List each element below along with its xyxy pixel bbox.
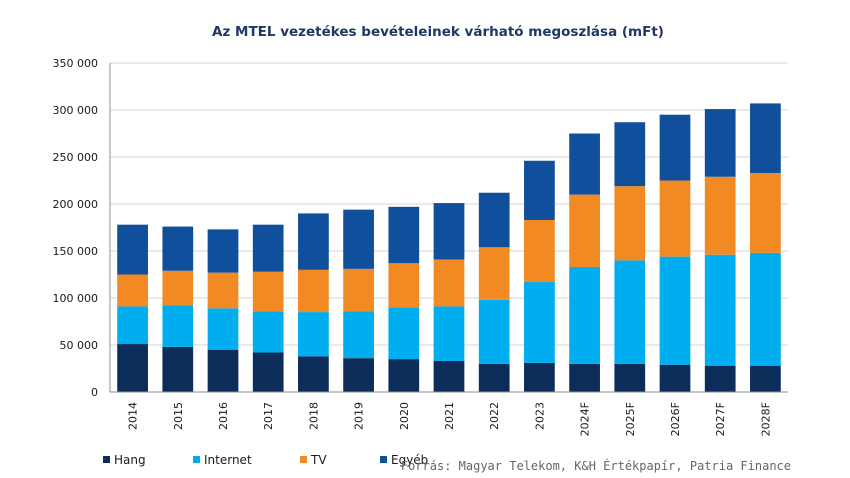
bar-segment-egyéb bbox=[117, 224, 148, 275]
bar-segment-hang bbox=[704, 365, 736, 392]
bar-segment-egyéb bbox=[162, 226, 194, 271]
bar-segment-egyéb bbox=[478, 192, 510, 248]
bar-segment-tv bbox=[388, 263, 420, 308]
bar-segment-egyéb bbox=[659, 114, 691, 181]
bar-segment-internet bbox=[388, 307, 420, 360]
bar-segment-internet bbox=[433, 306, 465, 361]
y-tick-label: 0 bbox=[91, 386, 98, 399]
bar-segment-egyéb bbox=[433, 203, 465, 260]
bar-segment-hang bbox=[659, 364, 691, 392]
bar-segment-hang bbox=[388, 359, 420, 392]
x-tick-label: 2028F bbox=[759, 402, 772, 436]
bar-segment-hang bbox=[614, 363, 646, 392]
x-tick-label: 2015 bbox=[172, 402, 185, 430]
bar-segment-tv bbox=[433, 259, 465, 307]
legend-swatch bbox=[300, 456, 307, 463]
bar-segment-egyéb bbox=[252, 224, 284, 272]
bar-segment-tv bbox=[117, 274, 148, 307]
source-note: Forrás: Magyar Telekom, K&H Értékpapír, … bbox=[401, 458, 791, 473]
x-tick-label: 2025F bbox=[624, 402, 637, 436]
bar-segment-internet bbox=[569, 266, 600, 364]
bar-segment-internet bbox=[524, 282, 555, 363]
bar-segment-egyéb bbox=[614, 122, 646, 187]
bar-segment-internet bbox=[343, 311, 374, 359]
legend-label: TV bbox=[310, 453, 327, 467]
bar-segment-hang bbox=[750, 365, 781, 392]
bar-segment-tv bbox=[659, 180, 691, 257]
chart-title: Az MTEL vezetékes bevételeinek várható m… bbox=[212, 24, 664, 40]
bar-segment-egyéb bbox=[388, 206, 420, 264]
bar-segment-internet bbox=[252, 311, 284, 353]
x-tick-label: 2019 bbox=[353, 402, 366, 430]
bar-segment-tv bbox=[750, 172, 781, 253]
bar-segment-tv bbox=[704, 176, 736, 255]
bar-segment-hang bbox=[207, 349, 239, 392]
bar-segment-internet bbox=[478, 299, 510, 364]
bar-segment-egyéb bbox=[569, 133, 600, 195]
legend-swatch bbox=[103, 456, 110, 463]
bar-segment-hang bbox=[298, 356, 329, 392]
legend-label: Internet bbox=[204, 453, 252, 467]
y-tick-label: 350 000 bbox=[53, 57, 99, 70]
y-axis: 0 50 000 100 000 150 000 200 000 250 000 300 0… bbox=[53, 57, 111, 399]
legend-swatch bbox=[193, 456, 200, 463]
bar-segment-hang bbox=[478, 363, 510, 392]
x-tick-label: 2017 bbox=[262, 402, 275, 430]
legend-label: Egyéb bbox=[391, 453, 428, 467]
y-tick-label: 50 000 bbox=[60, 339, 99, 352]
x-axis: 2014 2015 2016 2017 2018 2019 2020 2021 2022 2023… bbox=[110, 391, 788, 436]
bar-segment-hang bbox=[343, 358, 374, 392]
x-tick-label: 2024F bbox=[579, 402, 592, 436]
bars bbox=[117, 103, 781, 392]
bar-segment-internet bbox=[750, 252, 781, 366]
x-tick-label: 2022 bbox=[488, 402, 501, 430]
bar-segment-internet bbox=[298, 312, 329, 357]
bar-segment-internet bbox=[117, 306, 148, 345]
y-tick-label: 200 000 bbox=[53, 198, 99, 211]
bar-segment-tv bbox=[478, 247, 510, 300]
bar-segment-egyéb bbox=[207, 229, 239, 273]
bar-segment-tv bbox=[162, 270, 194, 306]
bar-segment-hang bbox=[569, 363, 600, 392]
bar-segment-hang bbox=[162, 346, 194, 392]
y-tick-label: 150 000 bbox=[53, 245, 99, 258]
bar-segment-internet bbox=[659, 256, 691, 365]
x-tick-label: 2014 bbox=[127, 402, 140, 430]
x-tick-label: 2027F bbox=[714, 402, 727, 436]
bar-segment-egyéb bbox=[524, 160, 555, 220]
x-tick-label: 2021 bbox=[443, 402, 456, 430]
x-tick-label: 2016 bbox=[217, 402, 230, 430]
bar-segment-tv bbox=[207, 272, 239, 309]
y-tick-label: 300 000 bbox=[53, 104, 99, 117]
bar-segment-tv bbox=[298, 269, 329, 313]
bar-segment-internet bbox=[162, 305, 194, 347]
bar-segment-egyéb bbox=[750, 103, 781, 173]
x-tick-label: 2026F bbox=[669, 402, 682, 436]
x-tick-label: 2020 bbox=[398, 402, 411, 430]
legend-label: Hang bbox=[114, 453, 146, 467]
bar-segment-hang bbox=[524, 362, 555, 392]
bar-segment-tv bbox=[343, 268, 374, 312]
bar-segment-hang bbox=[433, 360, 465, 392]
y-tick-label: 250 000 bbox=[53, 151, 99, 164]
bar-segment-internet bbox=[207, 308, 239, 350]
x-tick-label: 2018 bbox=[307, 402, 320, 430]
bar-segment-tv bbox=[524, 219, 555, 283]
bar-segment-tv bbox=[614, 186, 646, 261]
bar-segment-egyéb bbox=[343, 209, 374, 269]
legend-swatch bbox=[380, 456, 387, 463]
bar-segment-internet bbox=[704, 254, 736, 366]
bar-segment-egyéb bbox=[298, 213, 329, 270]
bar-segment-tv bbox=[569, 194, 600, 267]
legend: Hang Internet TV Egyéb bbox=[103, 453, 428, 467]
y-tick-label: 100 000 bbox=[53, 292, 99, 305]
x-tick-label: 2023 bbox=[533, 402, 546, 430]
bar-segment-tv bbox=[252, 271, 284, 312]
bar-segment-hang bbox=[117, 344, 148, 392]
bar-segment-hang bbox=[252, 352, 284, 392]
bar-segment-internet bbox=[614, 260, 646, 364]
bar-segment-egyéb bbox=[704, 109, 736, 177]
